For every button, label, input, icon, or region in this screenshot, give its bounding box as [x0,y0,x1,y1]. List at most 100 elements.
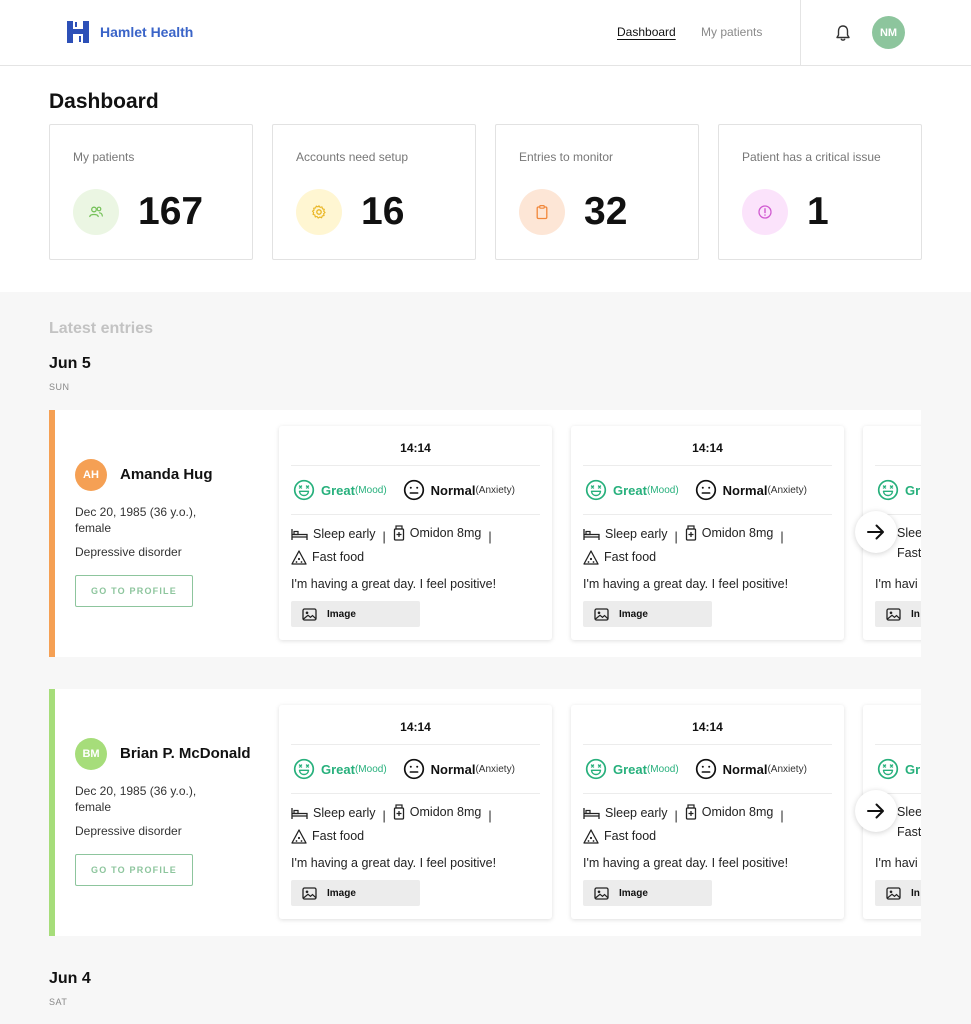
anxiety-label: (Anxiety) [767,763,807,775]
brand-logo[interactable]: Hamlet Health [67,21,193,43]
header-divider [800,0,801,65]
mood-label: (Mood) [646,763,679,775]
image-icon [302,607,317,621]
entry-time: 14:14 [692,441,723,455]
stat-value: 16 [361,190,405,233]
entry-card-partial[interactable]: Gr Slee Fast I'm havi In [863,426,921,640]
gear-icon [296,189,342,235]
stat-label: Entries to monitor [519,150,614,164]
entry-mood-row: Great (Mood) Normal (Anxiety) [293,479,515,501]
image-icon [594,886,609,900]
divider [583,465,832,466]
entry-tags: Sleep early | Omidon 8mg | Fast food [291,802,546,850]
image-label: In [911,887,920,899]
bell-icon[interactable] [835,24,851,42]
pill-bottle-icon [393,525,404,541]
image-icon [302,886,317,900]
patient-name[interactable]: Amanda Hug [120,466,213,483]
stat-value: 1 [807,190,829,233]
mood-value: Gr [905,482,921,498]
entry-mood-row: Great (Mood) Normal (Anxiety) [585,758,807,780]
stat-card-accounts-setup[interactable]: Accounts need setup 16 [272,124,476,260]
entry-tags: Sleep early | Omidon 8mg | Fast food [291,523,546,571]
entry-note: I'm having a great day. I feel positive! [291,856,497,870]
image-label: Image [619,887,648,899]
image-attachment-button[interactable]: Image [291,880,420,906]
divider [875,793,921,794]
pill-bottle-icon [393,804,404,820]
tag-food: Fast food [604,550,657,564]
date-heading: Jun 4 [49,970,91,987]
pizza-slice-icon [291,549,307,565]
arrow-right-icon [867,524,884,540]
divider [875,514,921,515]
patient-name[interactable]: Brian P. McDonald [120,745,251,762]
tag-sleep: Sleep early [605,806,668,820]
tag-sleep: Sleep early [313,527,376,541]
image-attachment-button[interactable]: Image [583,880,712,906]
entry-card[interactable]: 14:14 Great (Mood) Normal (Anxiety) Sleep … [279,426,552,640]
hamlet-h-logo-icon [67,21,89,43]
mood-label: (Mood) [354,763,387,775]
tag-food: Fast food [312,550,365,564]
next-entries-button[interactable] [855,511,897,553]
day-of-week: SUN [49,382,70,392]
entry-card[interactable]: 14:14 Great (Mood) Normal (Anxiety) Sleep … [571,426,844,640]
brand-name: Hamlet Health [100,24,194,40]
pill-bottle-icon [685,804,696,820]
tag-separator: | [780,809,784,823]
stat-card-entries-monitor[interactable]: Entries to monitor 32 [495,124,699,260]
neutral-face-icon [695,479,716,501]
mood-value: Great [613,761,647,777]
entry-time: 14:14 [400,720,431,734]
divider [291,744,540,745]
entry-tags: Slee Fast [875,523,921,563]
patient-diagnosis: Depressive disorder [75,545,182,559]
entry-tags: Slee Fast [875,802,921,842]
go-to-profile-button[interactable]: GO TO PROFILE [75,575,193,607]
image-icon [886,607,901,621]
stat-label: Patient has a critical issue [742,150,881,164]
next-entries-button[interactable] [855,790,897,832]
nav-dashboard[interactable]: Dashboard [617,25,676,39]
patient-dob: Dec 20, 1985 (36 y.o.), female [75,784,197,814]
grin-face-icon [293,758,315,780]
pill-bottle-icon [685,525,696,541]
alert-circle-icon [742,189,788,235]
tag-medication: Omidon 8mg [409,526,482,540]
mood-value: Great [321,482,355,498]
neutral-face-icon [695,758,716,780]
image-attachment-button[interactable]: Image [291,601,420,627]
arrow-right-icon [867,803,884,819]
anxiety-value: Normal [722,761,768,777]
image-attachment-button[interactable]: In [875,880,921,906]
entry-note: I'm having a great day. I feel positive! [583,856,789,870]
entry-card[interactable]: 14:14 Great (Mood) Normal (Anxiety) Sleep … [279,705,552,919]
entry-card[interactable]: 14:14 Great (Mood) Normal (Anxiety) Sleep … [571,705,844,919]
stat-card-my-patients[interactable]: My patients 167 [49,124,253,260]
stat-card-critical-issue[interactable]: Patient has a critical issue 1 [718,124,922,260]
pizza-slice-icon [291,828,307,844]
patient-diagnosis: Depressive disorder [75,824,182,838]
image-attachment-button[interactable]: Image [583,601,712,627]
mood-label: (Mood) [354,484,387,496]
user-avatar[interactable]: NM [872,16,905,49]
nav-my-patients[interactable]: My patients [701,25,763,39]
status-accent-bar [49,689,55,936]
latest-entries-title: Latest entries [49,320,154,337]
divider [875,465,921,466]
image-attachment-button[interactable]: In [875,601,921,627]
entry-mood-row: Great (Mood) Normal (Anxiety) [293,758,515,780]
anxiety-value: Normal [722,482,768,498]
neutral-face-icon [403,479,424,501]
mood-value: Gr [905,761,921,777]
grin-face-icon [293,479,315,501]
tag-medication: Omidon 8mg [409,805,482,819]
grin-face-icon [877,758,899,780]
patient-dob: Dec 20, 1985 (36 y.o.), female [75,505,197,535]
tag-sleep: Sleep early [605,527,668,541]
tag-food: Fast food [604,829,657,843]
tag-separator: | [780,530,784,544]
go-to-profile-button[interactable]: GO TO PROFILE [75,854,193,886]
entry-tags: Sleep early | Omidon 8mg | Fast food [583,802,838,850]
